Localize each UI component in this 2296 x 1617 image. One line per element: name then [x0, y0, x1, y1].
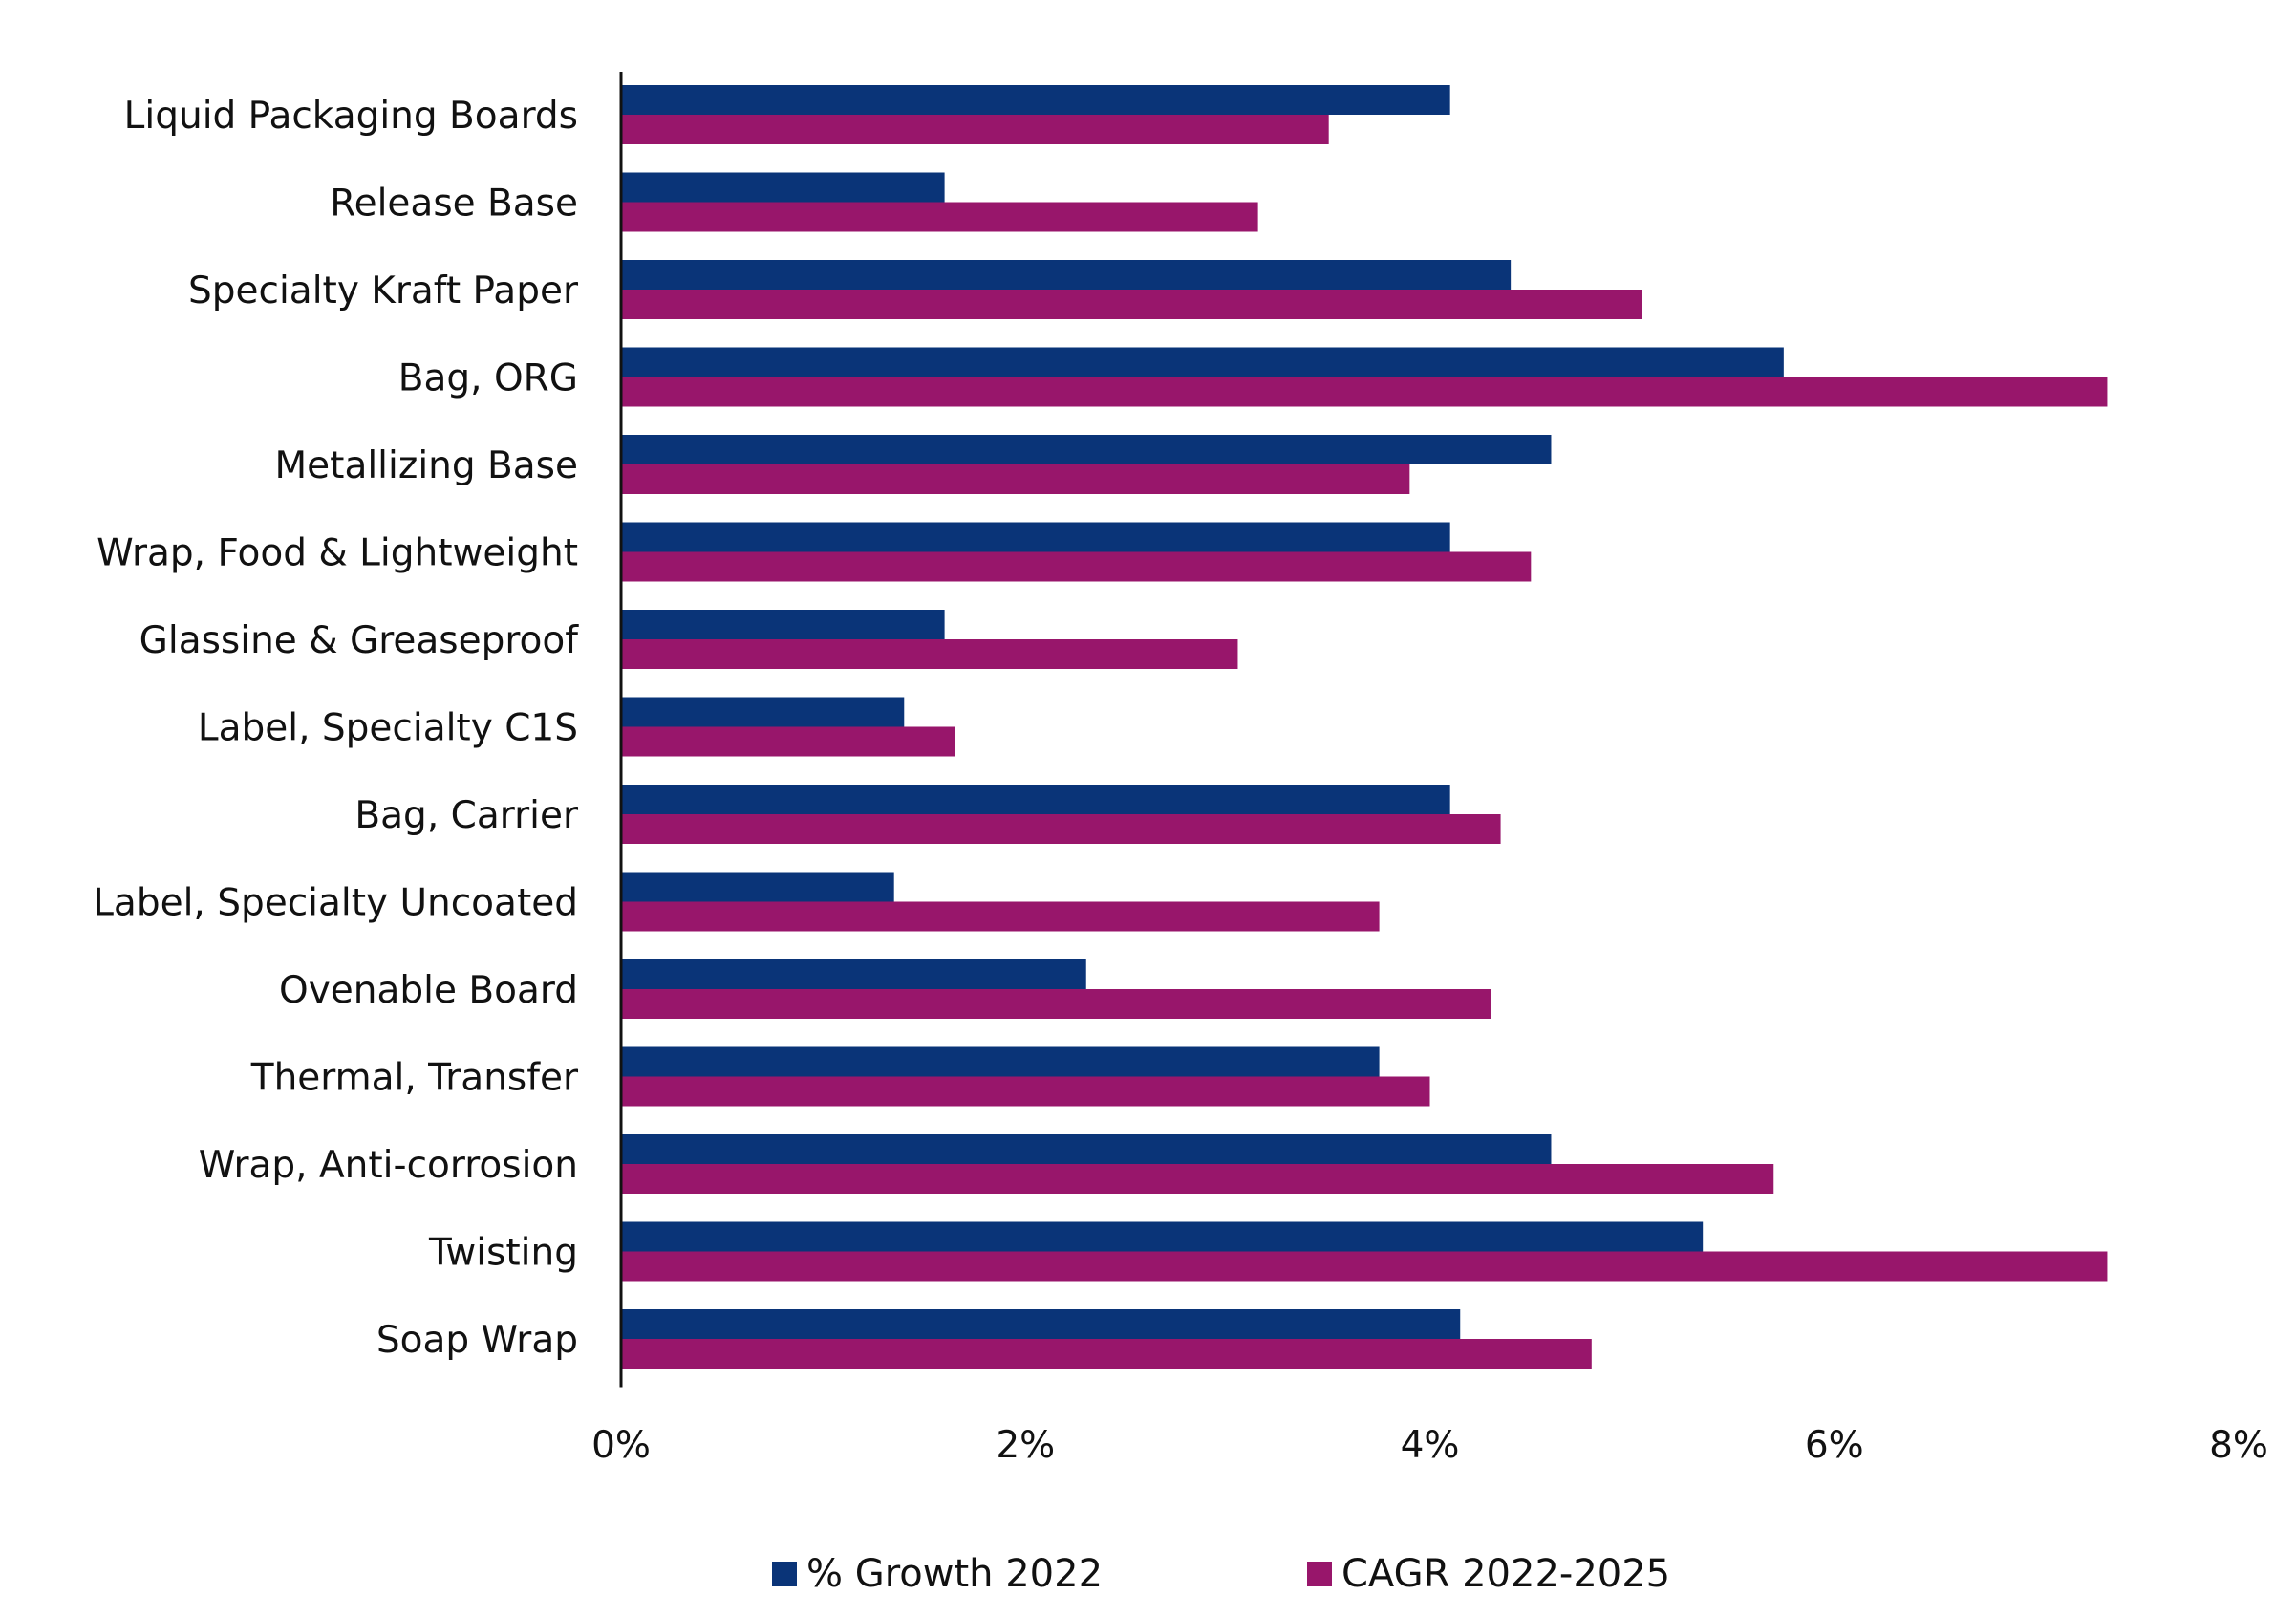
x-tick-label: 2%: [996, 1424, 1055, 1467]
category-label: Glassine & Greaseproof: [139, 619, 580, 662]
bar-growth-2022-10: [621, 959, 1086, 989]
bar-cagr-10: [621, 989, 1491, 1019]
legend-swatch-growth-2022: [772, 1562, 797, 1586]
category-label: Label, Specialty C1S: [198, 707, 578, 750]
legend-label-growth-2022: % Growth 2022: [806, 1552, 1104, 1596]
x-tick-label: 8%: [2209, 1424, 2268, 1467]
x-tick-label: 4%: [1401, 1424, 1460, 1467]
bar-growth-2022-3: [621, 347, 1784, 377]
legend-item-growth-2022: % Growth 2022: [772, 1552, 1103, 1596]
category-label: Metallizing Base: [275, 444, 578, 487]
bars-group: [621, 85, 2108, 1369]
legend-item-cagr: CAGR 2022-2025: [1307, 1552, 1670, 1596]
bar-cagr-8: [621, 814, 1501, 844]
category-label: Thermal, Transfer: [250, 1057, 579, 1100]
bar-growth-2022-12: [621, 1134, 1552, 1164]
category-label: Ovenable Board: [279, 969, 578, 1012]
bar-growth-2022-9: [621, 872, 894, 902]
bar-cagr-11: [621, 1076, 1430, 1107]
bar-cagr-9: [621, 901, 1380, 932]
legend-label-cagr: CAGR 2022-2025: [1341, 1552, 1671, 1596]
bar-cagr-6: [621, 639, 1238, 669]
bar-cagr-3: [621, 377, 2108, 407]
category-label: Label, Specialty Uncoated: [93, 882, 578, 925]
bar-growth-2022-11: [621, 1046, 1380, 1077]
bar-cagr-5: [621, 551, 1532, 582]
bar-growth-2022-14: [621, 1309, 1461, 1339]
category-label: Wrap, Food & Lightweight: [97, 532, 578, 575]
category-label: Twisting: [428, 1232, 578, 1275]
x-tick-label: 6%: [1805, 1424, 1864, 1467]
category-labels: Liquid Packaging Boards Release Base Speci…: [93, 95, 579, 1362]
category-label: Bag, ORG: [398, 357, 578, 400]
category-label: Soap Wrap: [376, 1319, 578, 1362]
bar-growth-2022-4: [621, 435, 1552, 464]
bar-growth-2022-13: [621, 1221, 1704, 1252]
bar-growth-2022-8: [621, 785, 1450, 814]
category-label: Release Base: [330, 183, 578, 226]
category-label: Specialty Kraft Paper: [188, 270, 579, 313]
legend-swatch-cagr: [1307, 1562, 1332, 1586]
bar-cagr-2: [621, 290, 1642, 319]
bar-cagr-12: [621, 1164, 1774, 1194]
bar-growth-2022-1: [621, 172, 945, 203]
bar-growth-2022-0: [621, 85, 1450, 115]
bar-cagr-1: [621, 202, 1258, 232]
category-label: Liquid Packaging Boards: [124, 95, 578, 138]
legend: % Growth 2022 CAGR 2022-2025: [0, 1552, 2296, 1617]
bar-growth-2022-2: [621, 260, 1512, 290]
bar-cagr-13: [621, 1251, 2108, 1282]
bar-cagr-7: [621, 726, 955, 757]
x-tick-label: 0%: [591, 1424, 651, 1467]
bar-cagr-14: [621, 1339, 1592, 1369]
bar-growth-2022-5: [621, 522, 1450, 552]
category-label: Wrap, Anti-corrosion: [199, 1144, 578, 1187]
bar-growth-2022-7: [621, 697, 905, 727]
bar-growth-2022-6: [621, 610, 945, 639]
x-tick-labels: 0% 2% 4% 6% 8%: [591, 1424, 2268, 1467]
category-label: Bag, Carrier: [354, 794, 579, 837]
bar-cagr-4: [621, 464, 1410, 494]
bar-cagr-0: [621, 115, 1329, 144]
